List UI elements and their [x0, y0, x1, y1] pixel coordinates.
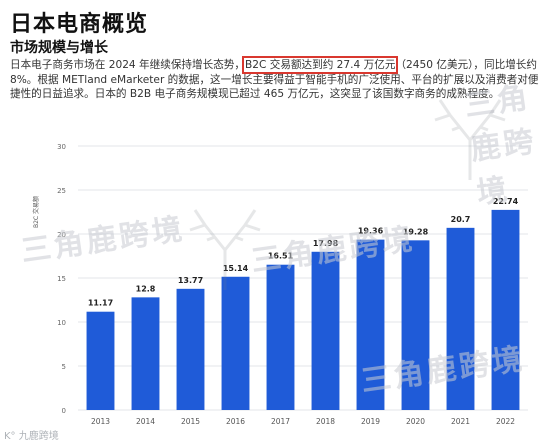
bar-value-label: 13.77 — [178, 276, 203, 285]
bar — [356, 239, 385, 410]
section-heading: 市场规模与增长 — [10, 40, 108, 56]
y-tick-label: 10 — [57, 319, 66, 327]
y-tick-label: 25 — [57, 187, 66, 195]
x-tick-label: 2019 — [361, 417, 380, 426]
x-tick-label: 2014 — [136, 417, 155, 426]
page-title: 日本电商概览 — [10, 12, 149, 37]
bar — [491, 209, 520, 410]
bar — [221, 276, 250, 410]
intro-text-before: 日本电子商务市场在 2024 年继续保持增长态势， — [10, 59, 245, 71]
y-tick-label: 0 — [62, 407, 66, 415]
y-tick-label: 15 — [57, 275, 66, 283]
x-tick-label: 2013 — [91, 417, 110, 426]
x-tick-label: 2018 — [316, 417, 335, 426]
x-tick-label: 2017 — [271, 417, 290, 426]
x-tick-label: 2022 — [496, 417, 515, 426]
bar — [86, 311, 115, 410]
source-watermark: K° 九鹿跨境 — [4, 431, 59, 442]
y-tick-label: 30 — [57, 143, 66, 151]
bar-value-label: 19.28 — [403, 227, 429, 236]
x-tick-label: 2020 — [406, 417, 425, 426]
y-tick-label: 5 — [62, 363, 66, 371]
x-tick-label: 2015 — [181, 417, 200, 426]
bar-value-label: 16.51 — [268, 252, 294, 261]
intro-paragraph: 日本电子商务市场在 2024 年继续保持增长态势，B2C 交易额达到约 27.4… — [10, 56, 546, 102]
bar-value-label: 11.17 — [88, 299, 113, 308]
bar — [266, 264, 295, 410]
y-axis-label: B2C 交易额 — [32, 196, 40, 228]
intro-text-after: （2450 亿美元），同比增长约 8%。根据 METland eMarketer… — [10, 59, 539, 101]
bar-value-label: 22.74 — [493, 197, 519, 206]
bar — [311, 251, 340, 410]
highlighted-figure: B2C 交易额达到约 27.4 万亿元 — [241, 56, 399, 74]
bar-value-label: 17.98 — [313, 239, 339, 248]
bar-value-label: 15.14 — [223, 264, 249, 273]
bar-chart-container: 0 5 10 15 20 25 30 B2C 交易额 11.17 2013 12.8 2014 13.7… — [8, 128, 548, 440]
bar-chart: 0 5 10 15 20 25 30 B2C 交易额 11.17 2013 12.8 2014 13.7… — [32, 143, 528, 426]
bar-value-label: 12.8 — [136, 284, 156, 293]
bar — [131, 297, 160, 410]
bar — [446, 227, 475, 410]
y-tick-label: 20 — [57, 231, 66, 239]
x-tick-label: 2021 — [451, 417, 470, 426]
x-tick-label: 2016 — [226, 417, 245, 426]
bar-value-label: 19.36 — [358, 227, 384, 236]
bar-value-label: 20.7 — [451, 215, 471, 224]
bar — [176, 288, 205, 410]
bar — [401, 240, 430, 410]
